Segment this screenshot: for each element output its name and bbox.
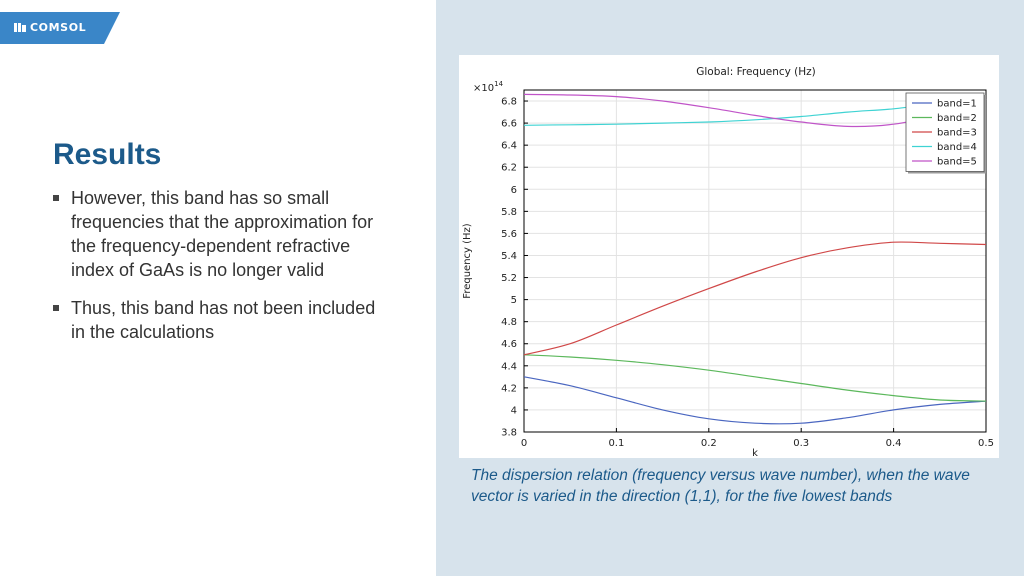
legend-label: band=5	[937, 157, 977, 168]
logo-tab	[0, 12, 120, 44]
x-tick-label: 0.5	[978, 438, 994, 449]
bullet-item: Thus, this band has not been included in…	[52, 296, 382, 344]
legend-label: band=3	[937, 128, 977, 139]
y-tick-label: 6.2	[501, 163, 517, 174]
series-line-band-3	[523, 241, 987, 356]
logo-tab-shape	[0, 12, 120, 44]
y-tick-label: 5.8	[501, 207, 517, 218]
plot-area-frame	[523, 89, 987, 433]
bullet-text: However, this band has so small frequenc…	[71, 188, 374, 280]
y-tick-label: 6.6	[501, 119, 517, 130]
y-tick-label: 5.2	[501, 273, 517, 284]
y-axis-label: Frequency (Hz)	[462, 223, 473, 299]
x-tick-label: 0.1	[608, 438, 624, 449]
y-tick-label: 4.6	[501, 339, 517, 350]
y-multiplier: ×1014	[473, 80, 504, 94]
text-panel: COMSOL Results However, this band has so…	[0, 0, 436, 576]
x-tick-label: 0.2	[701, 438, 717, 449]
chart-title: Global: Frequency (Hz)	[696, 66, 816, 78]
y-tick-label: 3.8	[501, 428, 517, 439]
y-tick-label: 6.4	[501, 141, 517, 152]
bullet-list: However, this band has so small frequenc…	[52, 186, 382, 358]
legend-label: band=1	[937, 99, 977, 110]
slide-title: Results	[53, 138, 162, 171]
series-line-band-2	[523, 354, 987, 402]
figure-caption: The dispersion relation (frequency versu…	[471, 467, 970, 505]
logo-text: COMSOL	[30, 21, 87, 34]
y-tick-label: 6.8	[501, 97, 517, 108]
bullet-text: Thus, this band has not been included in…	[71, 298, 376, 342]
y-tick-label: 4	[511, 405, 517, 416]
bullet-item: However, this band has so small frequenc…	[52, 186, 382, 282]
bullet-square-icon	[53, 195, 59, 201]
y-tick-label: 6	[511, 185, 517, 196]
y-tick-label: 4.8	[501, 317, 517, 328]
x-tick-label: 0	[521, 438, 527, 449]
y-tick-label: 4.4	[501, 361, 517, 372]
x-tick-label: 0.3	[793, 438, 809, 449]
chart-card: 3.8 4 4.2 4.4 4.6 4.8 5 5.2 5.4 5.6 5.8 6 6.2 6.4 6.6 6…	[459, 55, 999, 459]
tick-labels: 3.8 4 4.2 4.4 4.6 4.8 5 5.2 5.4 5.6 5.8 6 6.2 6.4 6.6 6…	[501, 97, 994, 449]
legend-label: band=2	[937, 113, 977, 124]
comsol-logo-icon	[14, 23, 26, 32]
axes	[523, 89, 987, 433]
y-tick-label: 5	[511, 295, 517, 306]
legend-label: band=4	[937, 142, 977, 153]
y-tick-label: 5.6	[501, 229, 517, 240]
y-tick-label: 5.4	[501, 251, 517, 262]
series-line-band-1	[523, 376, 987, 425]
bullet-square-icon	[53, 305, 59, 311]
y-tick-label: 4.2	[501, 383, 517, 394]
x-tick-label: 0.4	[886, 438, 902, 449]
x-axis-label: k	[752, 448, 758, 458]
legend: band=1 band=2 band=3 band=4 band=5	[905, 92, 986, 174]
dispersion-chart: 3.8 4 4.2 4.4 4.6 4.8 5 5.2 5.4 5.6 5.8 6 6.2 6.4 6.6 6…	[462, 66, 994, 459]
